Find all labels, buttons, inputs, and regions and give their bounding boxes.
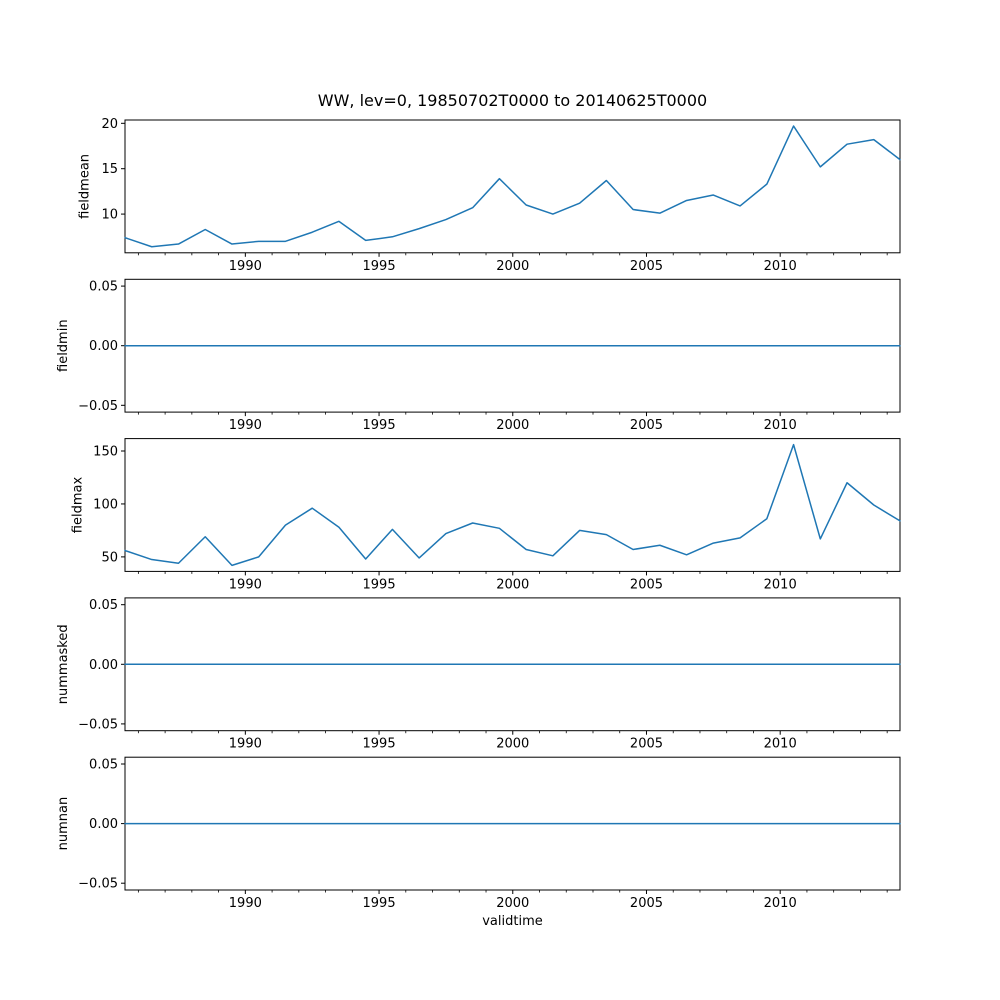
x-tick-label: 2005 [630, 737, 663, 752]
y-tick-label: 15 [101, 162, 118, 177]
y-tick-label: −0.05 [78, 399, 118, 414]
x-tick-label: 2010 [764, 577, 797, 592]
x-tick-label: 2010 [764, 259, 797, 274]
chart-title: WW, lev=0, 19850702T0000 to 20140625T000… [317, 91, 708, 110]
y-tick-label: −0.05 [78, 877, 118, 892]
x-tick-label: 1995 [363, 418, 396, 433]
axes-frame [124, 119, 901, 254]
axes-frame [124, 438, 901, 572]
series-line-fieldmax [124, 443, 901, 567]
y-tick-label: −0.05 [78, 717, 118, 732]
x-tick-label: 1995 [363, 577, 396, 592]
subplot-numnan: −0.05 0.00 0.05 1990 1995 2000 2005 2010 numnan [56, 756, 901, 911]
subplot-nummasked: −0.05 0.00 0.05 1990 1995 2000 2005 2010 nummask… [56, 597, 901, 752]
y-tick-label: 50 [101, 550, 118, 565]
y-tick-label: 20 [101, 117, 118, 132]
x-tick-label: 2010 [764, 737, 797, 752]
y-tick-label: 0.00 [89, 817, 118, 832]
x-tick-label: 1995 [363, 259, 396, 274]
x-tick-label: 1990 [229, 577, 262, 592]
series-line-fieldmean [124, 125, 901, 248]
x-tick-label: 1990 [229, 418, 262, 433]
y-tick-label: 150 [93, 444, 118, 459]
y-axis-label-numnan: numnan [56, 797, 71, 851]
y-tick-label: 0.00 [89, 658, 118, 673]
x-tick-label: 2000 [496, 737, 529, 752]
x-tick-label: 2000 [496, 418, 529, 433]
subplot-fieldmin: −0.05 0.00 0.05 1990 1995 2000 2005 2010 fieldmi… [56, 278, 901, 433]
y-axis-label-fieldmax: fieldmax [70, 477, 85, 534]
x-tick-label: 2005 [630, 896, 663, 911]
y-tick-label: 0.05 [89, 598, 118, 613]
x-tick-label: 2000 [496, 577, 529, 592]
y-tick-label: 10 [101, 208, 118, 223]
x-tick-label: 2000 [496, 896, 529, 911]
x-tick-label: 2005 [630, 259, 663, 274]
x-tick-label: 1990 [229, 896, 262, 911]
x-tick-label: 1995 [363, 896, 396, 911]
y-tick-label: 0.05 [89, 280, 118, 295]
y-tick-label: 0.00 [89, 339, 118, 354]
x-tick-label: 1995 [363, 737, 396, 752]
x-tick-label: 2000 [496, 259, 529, 274]
x-axis-label: validtime [482, 914, 543, 929]
y-axis-label-fieldmean: fieldmean [78, 154, 93, 219]
x-tick-label: 1990 [229, 737, 262, 752]
x-tick-label: 2005 [630, 577, 663, 592]
y-tick-label: 100 [93, 497, 118, 512]
y-axis-label-nummasked: nummasked [56, 624, 71, 704]
subplot-fieldmax: 50 100 150 1990 1995 2000 2005 2010 fieldmax [70, 438, 901, 592]
y-axis-label-fieldmin: fieldmin [56, 319, 71, 372]
subplot-fieldmean: 10 15 20 1990 1995 2000 2005 2010 fieldmean [78, 117, 901, 274]
x-tick-label: 1990 [229, 259, 262, 274]
x-tick-label: 2005 [630, 418, 663, 433]
x-tick-label: 2010 [764, 896, 797, 911]
x-tick-label: 2010 [764, 418, 797, 433]
y-tick-label: 0.05 [89, 757, 118, 772]
